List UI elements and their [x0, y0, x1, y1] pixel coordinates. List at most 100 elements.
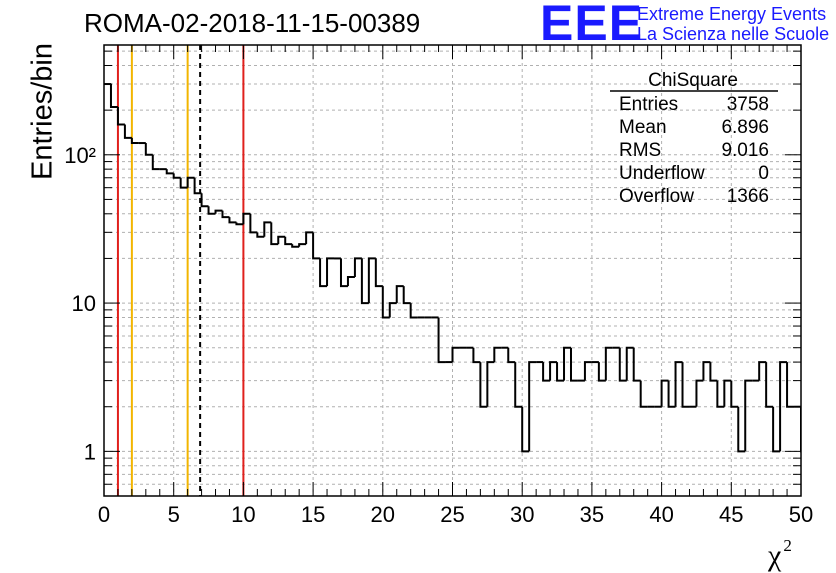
stats-row-label: Mean — [619, 117, 667, 138]
x-tick-label: 50 — [789, 502, 813, 527]
histogram-bin — [451, 346, 460, 363]
histogram-bin — [829, 381, 836, 452]
histogram-bin — [353, 257, 362, 277]
histogram-bin — [319, 258, 328, 288]
histogram-bin — [200, 193, 209, 208]
histogram-bin — [298, 243, 307, 247]
histogram-bin — [151, 154, 160, 171]
histogram-bin — [193, 177, 202, 195]
histogram-bin — [284, 236, 293, 246]
histogram-bin — [186, 176, 195, 188]
histogram-bin — [583, 361, 592, 381]
histogram-bin — [493, 346, 502, 363]
histogram-bin — [388, 302, 397, 318]
histogram-bin — [437, 317, 446, 364]
histogram-bin — [214, 209, 223, 214]
y-tick-label: 10² — [64, 143, 96, 168]
histogram-bin — [639, 380, 648, 408]
histogram-bin — [618, 347, 627, 382]
stats-row-value: 1366 — [727, 186, 769, 207]
x-tick-label: 35 — [580, 502, 604, 527]
histogram-bin — [305, 231, 314, 245]
histogram-bin — [674, 361, 683, 407]
histogram-bin — [514, 362, 523, 408]
histogram-bin — [221, 210, 230, 219]
histogram-bin — [569, 347, 578, 382]
histogram-bin — [521, 406, 530, 453]
stats-box-title: ChiSquare — [648, 70, 738, 91]
histogram-bin — [507, 347, 516, 364]
histogram-bin — [758, 361, 767, 381]
eee-logo: EEE — [540, 0, 644, 51]
histogram-bin — [815, 451, 822, 498]
x-tick-label: 0 — [98, 502, 110, 527]
x-tick-label: 45 — [719, 502, 743, 527]
histogram-bin — [660, 379, 669, 407]
histogram-bin — [123, 124, 132, 139]
histogram-bin — [116, 107, 125, 126]
x-tick-label: 30 — [510, 502, 534, 527]
histogram-bin — [263, 221, 272, 237]
histogram-bin — [730, 380, 739, 408]
histogram-bin — [528, 361, 537, 452]
x-tick-label: 20 — [371, 502, 395, 527]
histogram-bin — [109, 84, 118, 109]
histogram-bin — [179, 177, 188, 189]
histogram-bin — [549, 361, 558, 381]
histogram-bin — [144, 143, 153, 156]
histogram-bin — [486, 361, 495, 407]
histogram-bin — [249, 213, 258, 234]
histogram-bin — [632, 347, 641, 382]
histogram-bin — [765, 362, 774, 408]
histogram-bin — [165, 169, 174, 175]
stats-row-label: Overflow — [619, 186, 694, 207]
histogram-bin — [779, 361, 788, 452]
histogram-bin — [681, 362, 690, 408]
histogram-bin — [800, 406, 801, 453]
logo-line-2: La Scienza nelle Scuole — [637, 24, 830, 44]
x-tick-label: 10 — [231, 502, 255, 527]
histogram-bin — [597, 362, 606, 382]
histogram-bin — [235, 222, 244, 226]
histogram-bin — [737, 406, 746, 453]
x-tick-label: 5 — [168, 502, 180, 527]
stats-row-value: 9.016 — [721, 140, 769, 161]
y-tick-label: 1 — [84, 439, 96, 464]
x-tick-label: 15 — [301, 502, 325, 527]
histogram-bin — [744, 379, 753, 452]
histogram-bin — [277, 235, 286, 245]
stats-row-label: Entries — [619, 94, 678, 115]
x-axis-label-text: χ — [768, 539, 782, 572]
histogram-bin — [326, 257, 335, 287]
histogram-bin — [716, 380, 725, 408]
y-axis-label: Entries/bin — [26, 43, 59, 181]
histogram-bin — [604, 346, 613, 381]
run-title: ROMA-02-2018-11-15-00389 — [84, 8, 421, 38]
histogram-bin — [695, 379, 704, 407]
histogram-bin — [709, 362, 718, 382]
stats-row-value: 6.896 — [721, 117, 769, 138]
histogram-bin — [702, 361, 711, 381]
histogram-bin — [479, 362, 488, 408]
histogram-bin — [312, 232, 321, 260]
histogram-bin — [367, 257, 376, 304]
histogram-bin — [395, 285, 404, 304]
histogram-bin — [374, 258, 383, 288]
histogram-bin — [270, 222, 279, 246]
stats-row-label: Underflow — [619, 163, 705, 184]
histogram-bin — [667, 380, 676, 408]
y-tick-label: 10 — [72, 291, 96, 316]
histogram-bin — [228, 217, 237, 224]
stats-row-label: RMS — [619, 140, 661, 161]
histogram-bin — [542, 362, 551, 382]
histogram-bin — [625, 346, 634, 381]
histogram-bin — [563, 346, 571, 381]
histogram-bin — [409, 303, 418, 319]
histogram-bin — [256, 232, 265, 238]
histogram-bin — [472, 347, 481, 364]
x-axis-label-superscript: 2 — [783, 536, 792, 555]
histogram-bin — [381, 286, 390, 319]
histogram-bin — [360, 258, 369, 305]
